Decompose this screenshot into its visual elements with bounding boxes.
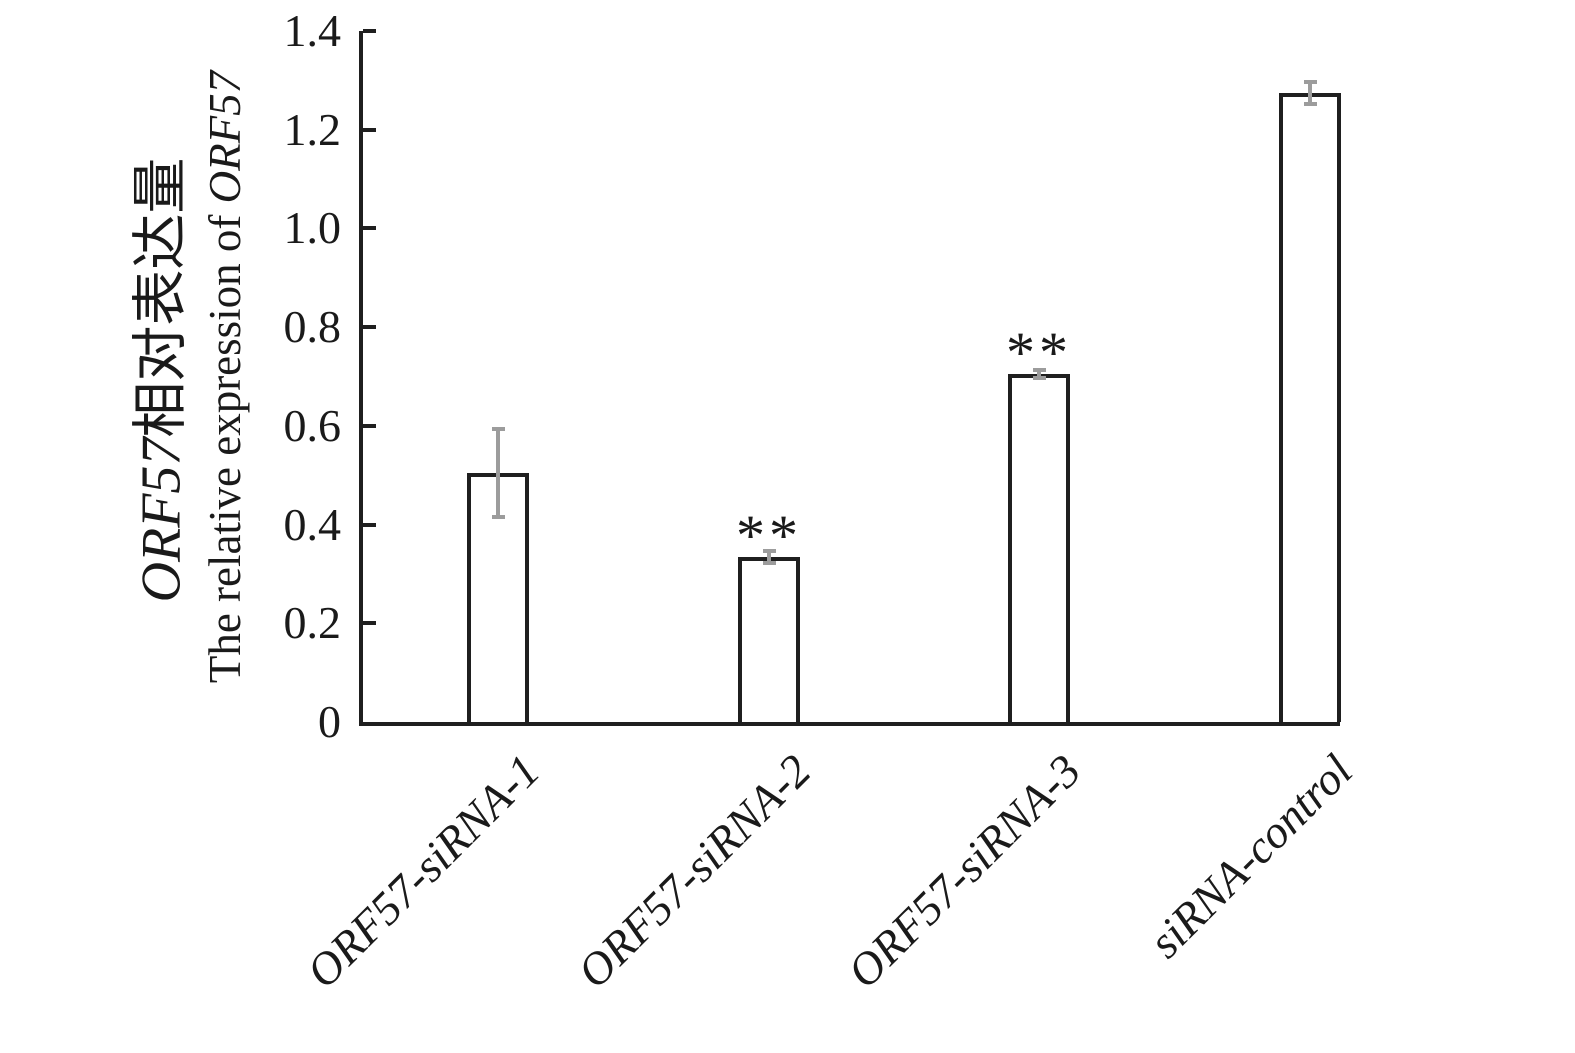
y-axis-tick-label: 0	[318, 696, 341, 747]
y-axis-tick	[363, 29, 376, 33]
significance-marker: **	[736, 503, 802, 568]
y-axis-tick	[363, 621, 376, 626]
error-bar-bottom-cap	[1304, 102, 1317, 106]
bar	[1279, 93, 1341, 722]
error-bar-top-cap	[1304, 80, 1317, 84]
y-axis-tick	[363, 522, 376, 527]
y-axis-tick-label: 0.2	[283, 597, 342, 649]
x-category-label: siRNA-control	[1138, 744, 1362, 968]
error-bar-line	[1308, 82, 1312, 104]
x-category-label: ORF57-siRNA-3	[837, 744, 1091, 998]
y-axis-tick	[363, 423, 376, 428]
bar	[738, 557, 800, 722]
error-bar-top-cap	[1033, 368, 1046, 372]
error-bar-top-cap	[763, 549, 776, 553]
error-bar-bottom-cap	[492, 515, 505, 519]
y-axis-tick-label: 1.4	[283, 5, 342, 56]
plot-area: 0 0.2 0.4 0.6 0.8 1.0 1.2 1.4 ORF57-siRNA-1 ** ORF…	[284, 7, 1362, 998]
error-bar-line	[1037, 370, 1041, 378]
x-category-label: ORF57-siRNA-2	[567, 744, 821, 998]
error-bar-bottom-cap	[1033, 376, 1046, 380]
y-axis-label-english: The relative expression of ORF57	[199, 71, 251, 683]
significance-marker: **	[1006, 320, 1072, 385]
y-axis-label-chinese: ORF57相对表达量	[116, 158, 197, 603]
y-axis-label-zh-gene: ORF57	[130, 437, 193, 603]
y-axis-tick-label: 1.0	[283, 202, 342, 254]
error-bar-bottom-cap	[763, 561, 776, 565]
y-axis-tick	[363, 226, 376, 231]
error-bar-line	[496, 429, 500, 517]
error-bar-line	[767, 551, 771, 563]
y-axis-tick	[363, 127, 376, 132]
y-axis-tick-label: 1.2	[283, 103, 342, 155]
y-axis-tick-label: 0.8	[283, 301, 342, 353]
x-category-label: ORF57-siRNA-1	[296, 744, 550, 998]
error-bar-top-cap	[492, 427, 505, 431]
bar	[1008, 374, 1070, 722]
y-axis-label-zh-text: 相对表达量	[130, 157, 193, 438]
y-axis-tick-label: 0.4	[283, 498, 342, 550]
y-axis-tick-label: 0.6	[283, 399, 342, 451]
y-axis-tick	[363, 325, 376, 330]
